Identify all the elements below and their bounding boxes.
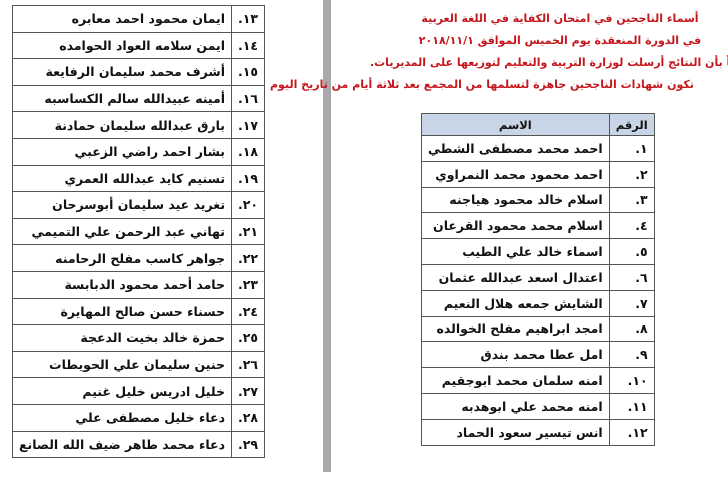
student-name: الشايش جمعه هلال النعيم — [421, 289, 610, 317]
row-number: ٤. — [608, 212, 655, 240]
row-number: ٢٧. — [231, 377, 266, 405]
student-name: امجد ابراهيم مفلح الخوالده — [421, 315, 610, 343]
row-number: ١٦. — [231, 84, 266, 113]
student-name: حمزة خالد بخيت الدعجة — [11, 324, 233, 352]
student-name: امنه محمد علي ابوهدبه — [421, 392, 610, 420]
table-row: ١٢. انس تيسير سعود الحماد — [421, 418, 655, 446]
row-number: ١٨. — [231, 137, 266, 166]
table-row: ٤. اسلام محمد محمود القرعان — [421, 212, 655, 240]
student-name: تغريد عيد سليمان أبوسرحان — [11, 191, 233, 219]
row-number: ٦. — [608, 263, 655, 291]
row-number: ٢٥. — [231, 324, 266, 352]
table-row: ١٨. بشار احمد راضي الزعبي — [11, 137, 266, 166]
student-name: أشرف محمد سليمان الرفايعة — [11, 58, 233, 86]
student-name: بشار احمد راضي الزعبي — [11, 137, 233, 166]
student-name: دعاء محمد طاهر ضيف الله الصانع — [11, 430, 233, 459]
row-number: ٢٢. — [231, 244, 266, 272]
table-row: ٢٣. حامد أحمد محمود الدبابسة — [11, 270, 266, 299]
student-name: امل عطا محمد بندق — [421, 341, 610, 369]
table-row: ٩. امل عطا محمد بندق — [421, 341, 655, 369]
row-number: ٢١. — [231, 217, 266, 246]
row-number: ١٧. — [231, 111, 266, 139]
student-name: أمينه عبيدالله سالم الكساسبه — [11, 84, 233, 113]
student-name: انس تيسير سعود الحماد — [421, 418, 610, 446]
table-row: ١٦. أمينه عبيدالله سالم الكساسبه — [11, 84, 266, 113]
results-table-continued: ١٣. ايمان محمود احمد معابره ١٤. ايمن سلامه … — [11, 5, 266, 459]
table-row: ٢٢. جواهر كاسب مفلح الرحامنه — [11, 244, 266, 272]
table-header-row: الرقم الاسم — [421, 113, 655, 136]
table-row: ١٠. امنه سلمان محمد ابوجقيم — [421, 367, 655, 394]
row-number: ٢٩. — [231, 430, 266, 459]
student-name: حامد أحمد محمود الدبابسة — [11, 270, 233, 299]
student-name: حسناء حسن صالح المهايرة — [11, 297, 233, 326]
student-name: خليل ادريس خليل غنيم — [11, 377, 233, 405]
header-line-date: في الدورة المنعقدة يوم الخميس الموافق ٢٠… — [418, 34, 702, 47]
table-row: ٣. اسلام خالد محمود هياجنه — [421, 186, 655, 214]
row-number: ١٤. — [231, 31, 266, 60]
student-name: تهاني عبد الرحمن علي التميمي — [11, 217, 233, 246]
row-number: ٢٤. — [231, 297, 266, 326]
table-row: ٢٥. حمزة خالد بخيت الدعجة — [11, 324, 266, 352]
header-line-title: أسماء الناجحين في امتحان الكفاية في اللغ… — [421, 12, 699, 25]
table-row: ٨. امجد ابراهيم مفلح الخوالده — [421, 315, 655, 343]
table-row: ٥. اسماء خالد علي الطيب — [421, 238, 655, 265]
table-row: ١٣. ايمان محمود احمد معابره — [11, 5, 266, 33]
row-number: ١٢. — [608, 418, 655, 446]
table-row: ٦. اعتدال اسعد عبدالله عثمان — [421, 263, 655, 291]
student-name: بارق عبدالله سليمان حمادنة — [11, 111, 233, 139]
table-row: ١٧. بارق عبدالله سليمان حمادنة — [11, 111, 266, 139]
table-row: ١. احمد محمد مصطفى الشطي — [421, 135, 655, 162]
table-row: ٢٩. دعاء محمد طاهر ضيف الله الصانع — [11, 430, 266, 459]
table-row: ١٥. أشرف محمد سليمان الرفايعة — [11, 58, 266, 86]
table-row: ٢٠. تغريد عيد سليمان أبوسرحان — [11, 191, 266, 219]
row-number: ٢٨. — [231, 403, 266, 432]
table-row: ١٤. ايمن سلامه العواد الحوامده — [11, 31, 266, 60]
row-number: ٢٦. — [231, 350, 266, 379]
row-number: ١١. — [608, 392, 655, 420]
table-row: ٢٤. حسناء حسن صالح المهايرة — [11, 297, 266, 326]
row-number: ١٠. — [608, 367, 655, 394]
row-number: ١٣. — [231, 5, 266, 33]
row-number: ٢٣. — [231, 270, 266, 299]
results-table: الرقم الاسم ١. احمد محمد مصطفى الشطي ٢. احم… — [421, 113, 655, 446]
table-row: ٢. احمد محمود محمد النمراوي — [421, 160, 655, 188]
student-name: احمد محمود محمد النمراوي — [421, 160, 610, 188]
header-line-certificates: تكون شهادات الناجحين جاهزة لتسلمها من ال… — [270, 78, 694, 91]
student-name: اسلام محمد محمود القرعان — [421, 212, 610, 240]
student-name: امنه سلمان محمد ابوجقيم — [421, 367, 610, 394]
table-row: ٢٨. دعاء خليل مصطفى علي — [11, 403, 266, 432]
row-number: ٢. — [608, 160, 655, 188]
row-number: ٨. — [608, 315, 655, 343]
student-name: ايمن سلامه العواد الحوامده — [11, 31, 233, 60]
row-number: ٣. — [608, 186, 655, 214]
column-header-name: الاسم — [421, 113, 610, 136]
student-name: حنين سليمان علي الحويطات — [11, 350, 233, 379]
student-name: دعاء خليل مصطفى علي — [11, 403, 233, 432]
table-row: ١١. امنه محمد علي ابوهدبه — [421, 392, 655, 420]
row-number: ٧. — [608, 289, 655, 317]
announcement-header: أسماء الناجحين في امتحان الكفاية في اللغ… — [270, 8, 728, 96]
column-header-number: الرقم — [608, 113, 655, 136]
student-name: اسلام خالد محمود هياجنه — [421, 186, 610, 214]
student-name: اعتدال اسعد عبدالله عثمان — [421, 263, 610, 291]
student-name: ايمان محمود احمد معابره — [11, 5, 233, 33]
row-number: ١. — [608, 135, 655, 162]
table-row: ٧. الشايش جمعه هلال النعيم — [421, 289, 655, 317]
page-gutter-divider — [323, 0, 331, 472]
row-number: ٩. — [608, 341, 655, 369]
student-name: تسنيم كايد عبدالله العمري — [11, 164, 233, 193]
table-row: ٢١. تهاني عبد الرحمن علي التميمي — [11, 217, 266, 246]
student-name: جواهر كاسب مفلح الرحامنه — [11, 244, 233, 272]
table-row: ١٩. تسنيم كايد عبدالله العمري — [11, 164, 266, 193]
row-number: ١٥. — [231, 58, 266, 86]
row-number: ١٩. — [231, 164, 266, 193]
row-number: ٢٠. — [231, 191, 266, 219]
row-number: ٥. — [608, 238, 655, 265]
table-row: ٢٧. خليل ادريس خليل غنيم — [11, 377, 266, 405]
header-line-notice: علماً بأن النتائج أرسلت لوزارة التربية و… — [369, 56, 728, 69]
student-name: احمد محمد مصطفى الشطي — [421, 135, 610, 162]
table-row: ٢٦. حنين سليمان علي الحويطات — [11, 350, 266, 379]
student-name: اسماء خالد علي الطيب — [421, 238, 610, 265]
